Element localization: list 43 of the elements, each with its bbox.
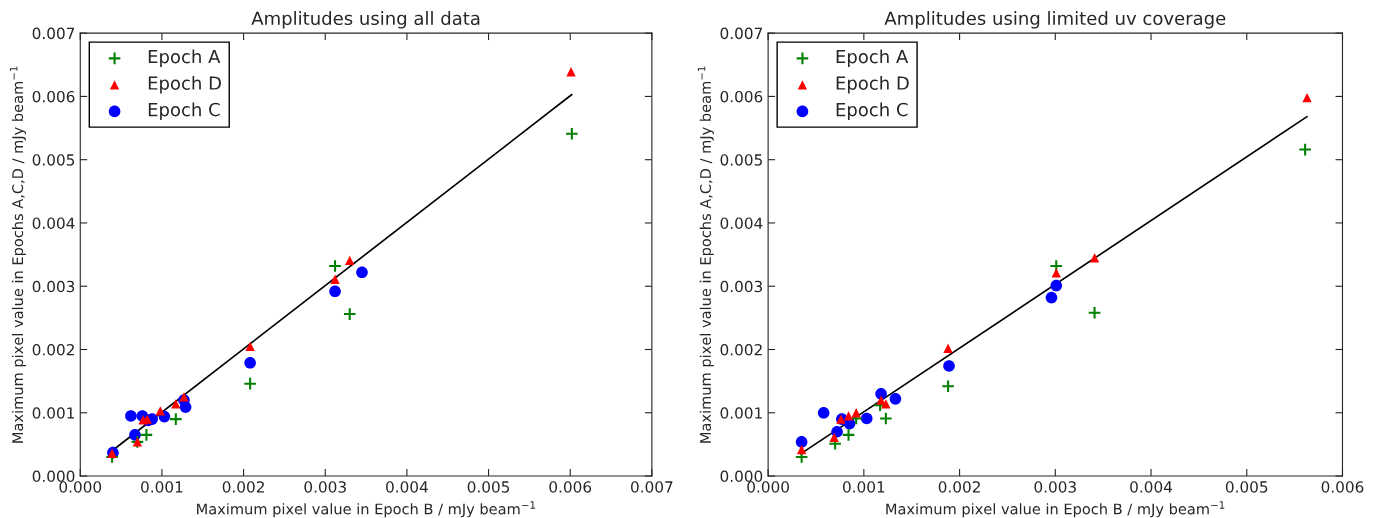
y-tick-label: 0.001	[720, 407, 762, 419]
y-tick-label: 0.003	[32, 280, 75, 293]
y-axis-title: Maximum pixel value in Epochs A,C,D / mJy beam$^{−1}$	[9, 66, 26, 443]
x-tick-label: 0.000	[59, 481, 102, 493]
y-axis-title: Maximum pixel value in Epochs A,C,D / mJy beam$^{−1}$	[697, 66, 714, 443]
x-tick-label: 0.007	[631, 481, 673, 493]
legend-label: Epoch D	[148, 75, 221, 94]
y-tick-label: 0.006	[32, 90, 75, 103]
y-tick-label: 0.003	[720, 280, 763, 293]
y-tick-label: 0.001	[32, 407, 74, 419]
x-tick-label: 0.001	[842, 481, 885, 493]
x-tick-label: 0.003	[1034, 481, 1076, 493]
legend-label: Epoch C	[836, 102, 908, 120]
x-axis-title: Maximum pixel value in Epoch B / mJy beam$^{−1}$	[197, 501, 536, 518]
x-tick-label: 0.006	[549, 481, 592, 493]
x-tick-label: 0.005	[1225, 481, 1268, 493]
legend-label: Epoch D	[836, 75, 909, 94]
y-tick-label: 0.002	[32, 343, 74, 356]
legend-label: Epoch C	[148, 102, 220, 120]
y-tick-label: 0.000	[720, 470, 763, 483]
x-tick-label: 0.004	[386, 481, 428, 493]
y-tick-label: 0.000	[32, 470, 75, 483]
y-tick-label: 0.005	[32, 154, 75, 166]
y-tick-label: 0.005	[720, 154, 762, 166]
x-tick-label: 0.003	[304, 481, 346, 493]
y-tick-label: 0.007	[720, 27, 762, 40]
y-tick-label: 0.002	[720, 343, 762, 356]
x-tick-label: 0.004	[1130, 481, 1173, 493]
chart-title: Amplitudes using limited uv coverage	[884, 11, 1226, 29]
chart-title: Amplitudes using all data	[251, 11, 480, 29]
x-tick-label: 0.005	[467, 481, 510, 493]
x-tick-label: 0.001	[141, 481, 183, 493]
x-tick-label: 0.002	[938, 481, 980, 493]
x-tick-label: 0.002	[222, 481, 264, 493]
y-tick-label: 0.007	[32, 27, 75, 40]
y-tick-label: 0.006	[720, 90, 763, 103]
y-tick-label: 0.004	[32, 217, 75, 229]
legend-label: Epoch A	[836, 49, 909, 67]
legend-label: Epoch A	[148, 49, 221, 67]
y-tick-label: 0.004	[720, 217, 763, 229]
x-axis-title: Maximum pixel value in Epoch B / mJy beam$^{−1}$	[886, 501, 1225, 518]
x-tick-label: 0.000	[747, 481, 789, 493]
x-tick-label: 0.006	[1321, 481, 1364, 493]
